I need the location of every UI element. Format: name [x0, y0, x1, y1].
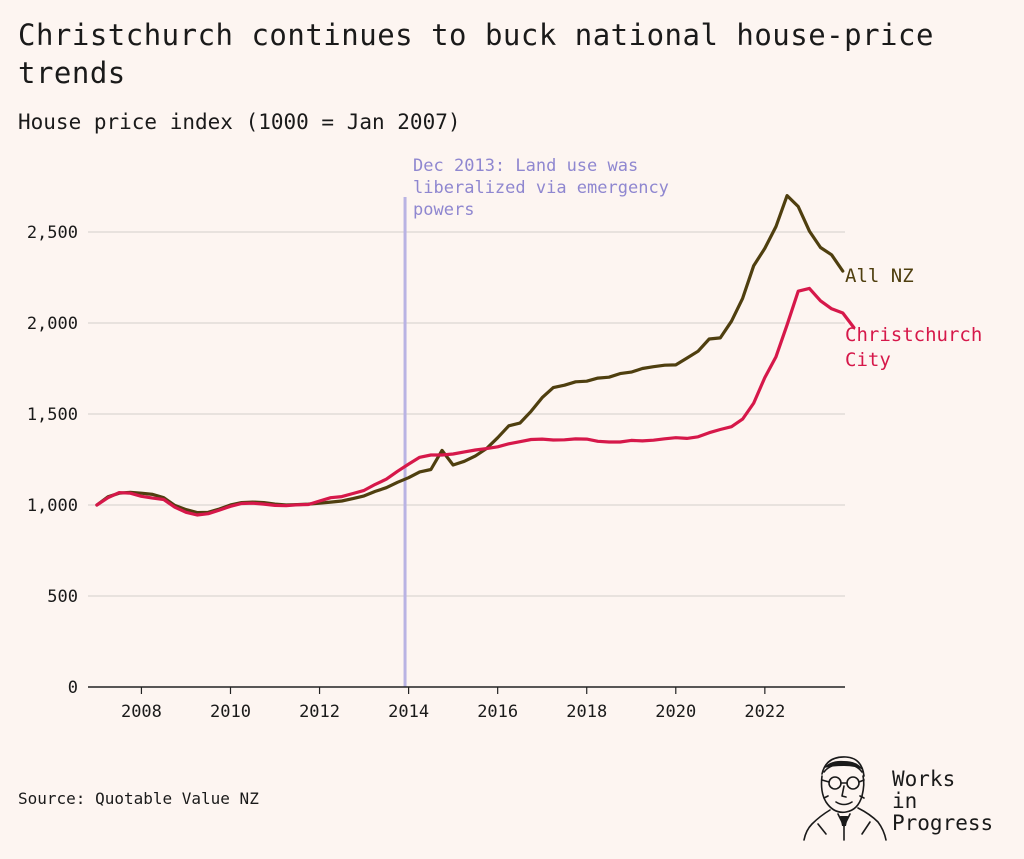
y-tick-label: 1,500 — [27, 405, 78, 425]
annotation-text: Dec 2013: Land use was — [413, 156, 638, 176]
chart-title: Christchurch continues to buck national … — [18, 18, 934, 90]
y-tick-label: 1,000 — [27, 496, 78, 516]
source-note: Source: Quotable Value NZ — [18, 789, 259, 808]
x-tick-label: 2010 — [210, 702, 251, 722]
y-tick-label: 2,000 — [27, 314, 78, 334]
logo-line: Progress — [892, 811, 994, 835]
y-tick-label: 0 — [68, 678, 78, 698]
logo-wordmark: Works in Progress — [892, 768, 993, 834]
x-tick-label: 2012 — [299, 702, 340, 722]
series-labels: All NZ Christchurch City — [845, 265, 982, 371]
y-tick-label: 2,500 — [27, 223, 78, 243]
x-tick-label: 2014 — [388, 702, 429, 722]
annotation-text: powers — [413, 200, 474, 220]
gridlines: 0 500 1,000 1,500 2,000 2,500 — [27, 223, 845, 698]
series-label: All NZ — [845, 265, 914, 287]
x-tick-label: 2008 — [121, 702, 162, 722]
series-lines — [95, 194, 856, 517]
logo-line: Works — [892, 767, 956, 791]
y-tick-label: 500 — [47, 587, 78, 607]
x-tick-label: 2020 — [655, 702, 696, 722]
axes: 2008 2010 2012 2014 2016 2018 2020 2022 — [88, 686, 845, 722]
works-in-progress-logo: Works in Progress — [800, 752, 1020, 842]
logo-line: in — [892, 789, 918, 813]
christchurch-city-line — [95, 286, 856, 517]
portrait-illustration-icon — [803, 756, 887, 841]
all-nz-line — [95, 194, 845, 515]
x-tick-label: 2016 — [477, 702, 518, 722]
series-label: City — [845, 349, 891, 371]
x-tick-label: 2018 — [566, 702, 607, 722]
series-label: Christchurch — [845, 324, 982, 346]
chart-subtitle: House price index (1000 = Jan 2007) — [18, 110, 461, 134]
annotation-text: liberalized via emergency — [413, 178, 669, 198]
x-tick-label: 2022 — [744, 702, 785, 722]
